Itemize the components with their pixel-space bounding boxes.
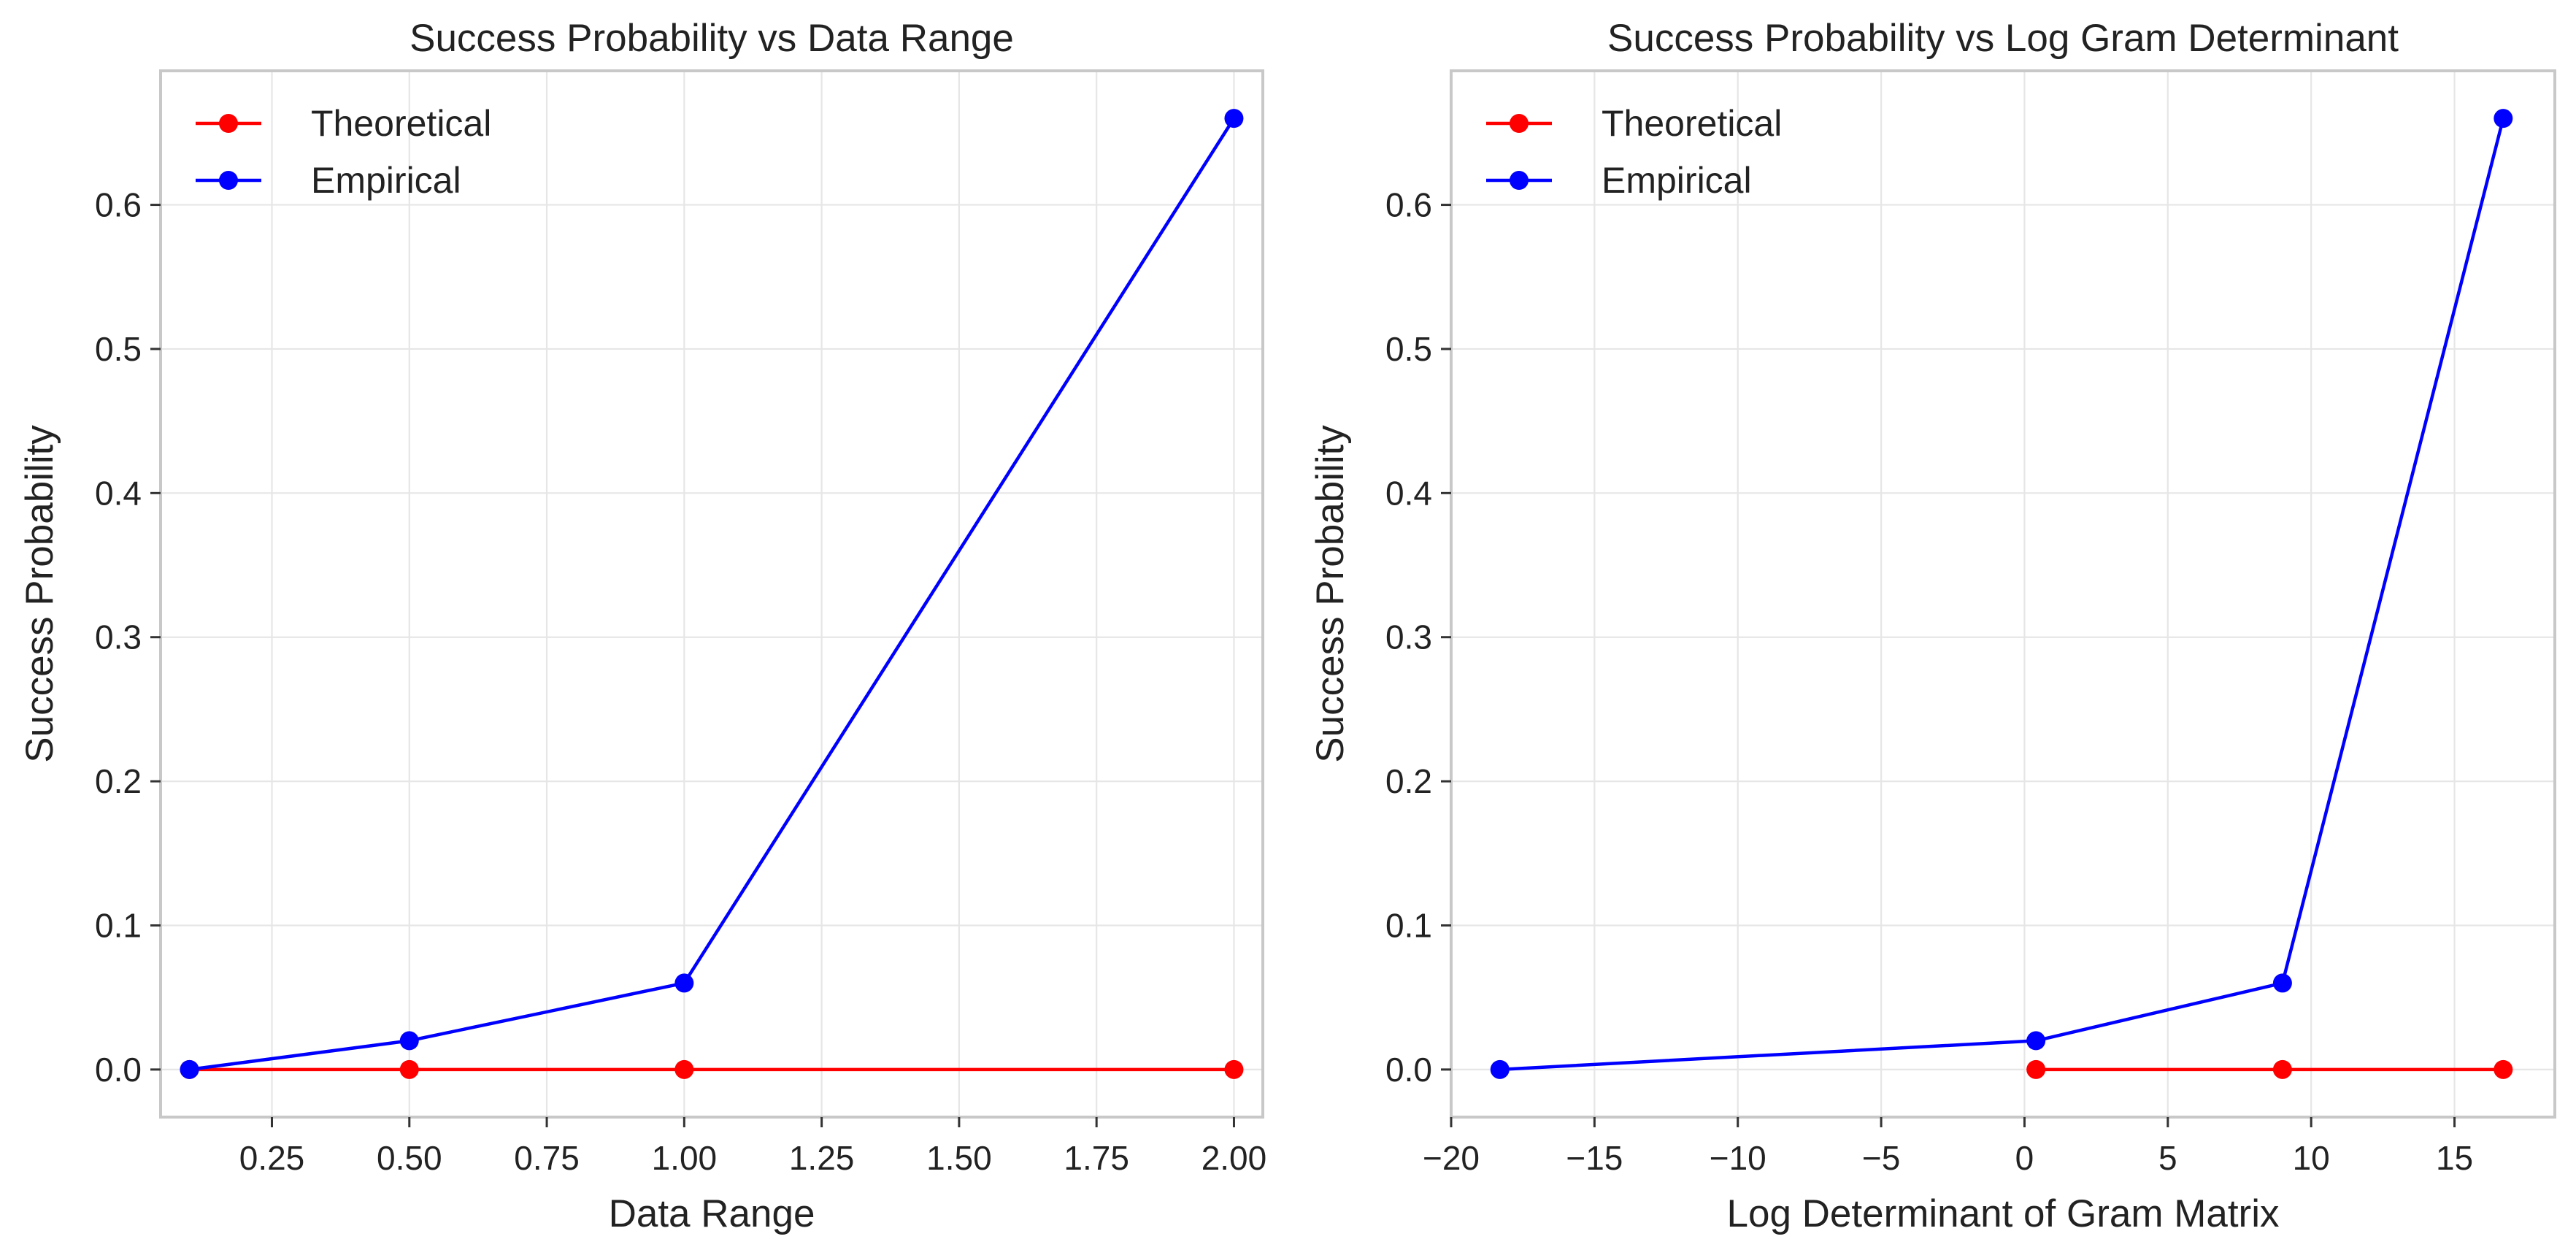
y-tick-label: 0.2 — [95, 762, 142, 800]
theoretical-legend-marker — [219, 114, 238, 133]
theoretical-data-point — [2026, 1059, 2046, 1079]
theoretical-legend-label: Theoretical — [311, 103, 491, 144]
empirical-legend-marker — [219, 171, 238, 190]
y-tick-label: 0.2 — [1385, 762, 1432, 800]
legend: Theoretical Empirical — [1486, 103, 1782, 201]
x-tick-label: 0.25 — [239, 1139, 305, 1177]
chart-data-range: Success Probability vs Data Range Data R… — [18, 17, 1266, 1235]
x-tick-label: 5 — [2158, 1139, 2177, 1177]
empirical-data-point — [1490, 1059, 1510, 1079]
theoretical-data-point — [2272, 1059, 2292, 1079]
y-tick-label: 0.6 — [95, 186, 142, 224]
x-tick-label: 15 — [2436, 1139, 2473, 1177]
plot-frame — [159, 69, 1264, 1119]
theoretical-legend-marker — [1510, 114, 1529, 133]
x-tick-label: 0 — [2015, 1139, 2034, 1177]
plot-background — [161, 71, 1263, 1117]
x-axis-label: Log Determinant of Gram Matrix — [1727, 1192, 2280, 1235]
x-tick-label: 1.00 — [652, 1139, 718, 1177]
plot-background — [1451, 71, 2555, 1117]
empirical-series-line — [189, 117, 1236, 1072]
y-tick-label: 0.0 — [95, 1051, 142, 1089]
chart-title: Success Probability vs Log Gram Determin… — [1607, 17, 2399, 60]
empirical-data-point — [1224, 109, 1244, 129]
empirical-series-line — [1499, 118, 2505, 1072]
x-tick-label: −10 — [1710, 1139, 1766, 1177]
x-tick-label: 1.75 — [1064, 1139, 1129, 1177]
x-tick-label: 1.50 — [926, 1139, 992, 1177]
y-tick-label: 0.6 — [1385, 186, 1432, 224]
x-tick-label: 1.25 — [789, 1139, 855, 1177]
legend: Theoretical Empirical — [196, 103, 491, 201]
theoretical-data-point — [399, 1059, 419, 1079]
plot-area: −20 −15 −10 −5 0 5 10 15 0.0 0.1 0.2 0.3 0.4 0.5 0.6 — [1385, 69, 2556, 1177]
y-tick-label: 0.5 — [1385, 330, 1432, 368]
chart-title: Success Probability vs Data Range — [410, 17, 1014, 60]
empirical-legend-label: Empirical — [311, 160, 461, 201]
x-tick-label: 2.00 — [1202, 1139, 1267, 1177]
empirical-legend-label: Empirical — [1602, 160, 1752, 201]
x-tick-label: 0.50 — [377, 1139, 442, 1177]
plot-frame — [1450, 69, 2556, 1119]
x-tick-label: −15 — [1566, 1139, 1623, 1177]
x-tick-label: −20 — [1423, 1139, 1480, 1177]
empirical-data-point — [180, 1059, 199, 1079]
x-axis-label: Data Range — [609, 1192, 815, 1235]
x-tick-label: −5 — [1862, 1139, 1900, 1177]
y-tick-label: 0.4 — [95, 474, 142, 512]
x-tick-label: 0.75 — [514, 1139, 580, 1177]
empirical-data-point — [674, 973, 694, 993]
y-tick-label: 0.1 — [1385, 906, 1432, 944]
empirical-data-point — [2272, 973, 2292, 993]
empirical-data-point — [399, 1031, 419, 1051]
theoretical-data-point — [674, 1059, 694, 1079]
y-axis-label: Success Probability — [1309, 425, 1352, 763]
plot-area: 0.25 0.50 0.75 1.00 1.25 1.50 1.75 2.00 0.0 0.1 0.… — [95, 69, 1267, 1177]
chart-log-gram-determinant: Success Probability vs Log Gram Determin… — [1309, 17, 2556, 1235]
empirical-legend-marker — [1510, 171, 1529, 190]
y-tick-label: 0.5 — [95, 330, 142, 368]
theoretical-data-point — [1224, 1059, 1244, 1079]
empirical-data-point — [2494, 109, 2513, 129]
y-axis-label: Success Probability — [18, 425, 61, 763]
y-tick-label: 0.0 — [1385, 1051, 1432, 1089]
y-tick-label: 0.1 — [95, 906, 142, 944]
x-tick-label: 10 — [2293, 1139, 2330, 1177]
y-tick-label: 0.3 — [95, 618, 142, 656]
y-tick-label: 0.3 — [1385, 618, 1432, 656]
y-tick-label: 0.4 — [1385, 474, 1432, 512]
empirical-data-point — [2026, 1031, 2046, 1051]
theoretical-data-point — [2494, 1059, 2513, 1079]
theoretical-legend-label: Theoretical — [1602, 103, 1782, 144]
